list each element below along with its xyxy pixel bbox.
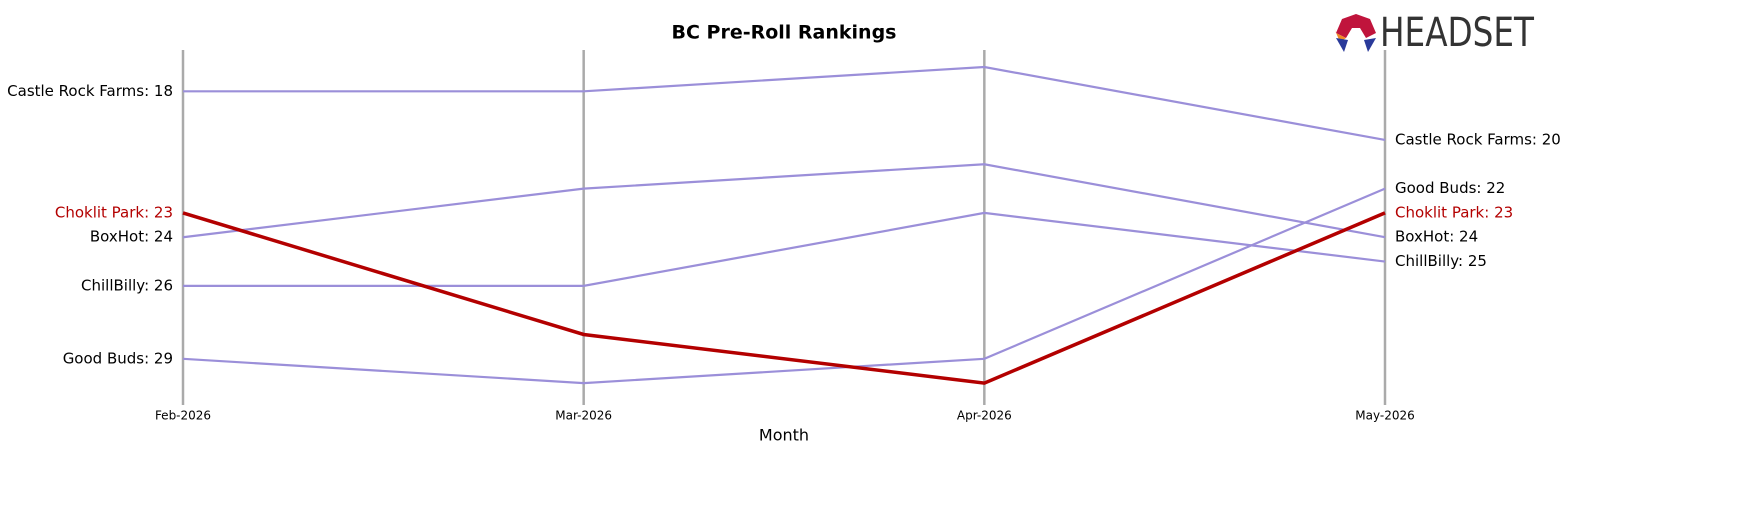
x-tick-label: May-2026 bbox=[1355, 409, 1414, 423]
value-label: ChillBilly: 26 bbox=[81, 276, 173, 294]
logo-text: HEADSET bbox=[1380, 10, 1534, 56]
series-line bbox=[183, 211, 1386, 287]
value-label: Good Buds: 29 bbox=[63, 349, 173, 367]
x-axis-label: Month bbox=[759, 426, 809, 445]
logo-icon bbox=[1364, 38, 1376, 52]
logo: HEADSET bbox=[1334, 10, 1534, 56]
value-label: Choklit Park: 23 bbox=[55, 203, 173, 221]
x-tick-label: Feb-2026 bbox=[155, 409, 211, 423]
series-line bbox=[182, 211, 1386, 385]
series-line bbox=[182, 187, 1386, 385]
value-label: ChillBilly: 25 bbox=[1395, 252, 1487, 270]
x-tick-label: Apr-2026 bbox=[957, 409, 1012, 423]
value-label: BoxHot: 24 bbox=[1395, 228, 1478, 246]
x-tick-label: Mar-2026 bbox=[555, 409, 612, 423]
logo-icon bbox=[1336, 14, 1376, 38]
series-line bbox=[183, 65, 1386, 142]
value-label: BoxHot: 24 bbox=[90, 228, 173, 246]
logo-icon bbox=[1336, 38, 1348, 52]
chart-title: BC Pre-Roll Rankings bbox=[672, 22, 897, 44]
series-line bbox=[182, 163, 1386, 239]
logo-icon bbox=[1334, 28, 1346, 42]
value-label: Choklit Park: 23 bbox=[1395, 203, 1513, 221]
value-label: Castle Rock Farms: 20 bbox=[1395, 130, 1561, 148]
value-label: Good Buds: 22 bbox=[1395, 179, 1505, 197]
value-label: Castle Rock Farms: 18 bbox=[7, 82, 173, 100]
